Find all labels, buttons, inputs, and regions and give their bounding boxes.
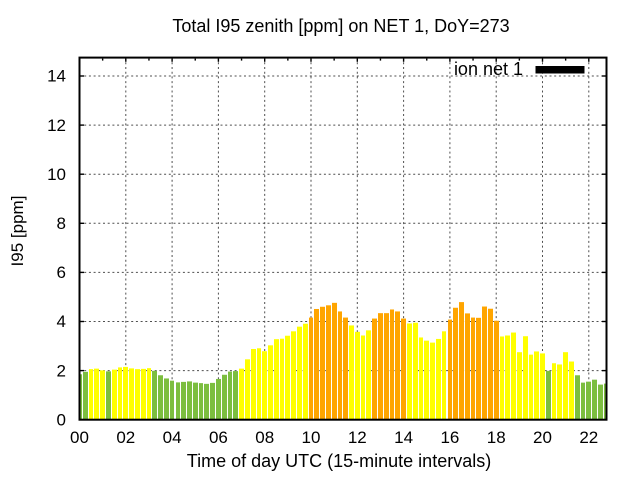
svg-text:10: 10 (47, 165, 66, 184)
svg-text:0: 0 (57, 410, 66, 429)
svg-text:14: 14 (394, 428, 413, 447)
svg-text:ion net 1: ion net 1 (454, 59, 523, 79)
svg-text:I95 [ppm]: I95 [ppm] (8, 196, 27, 267)
svg-text:22: 22 (579, 428, 598, 447)
svg-text:6: 6 (57, 263, 66, 282)
svg-text:02: 02 (116, 428, 135, 447)
svg-text:12: 12 (47, 116, 66, 135)
svg-text:2: 2 (57, 361, 66, 380)
svg-text:10: 10 (302, 428, 321, 447)
svg-text:4: 4 (57, 312, 66, 331)
svg-text:08: 08 (255, 428, 274, 447)
svg-text:Time of day UTC (15-minute int: Time of day UTC (15-minute intervals) (187, 451, 491, 471)
svg-text:Total I95 zenith [ppm] on NET: Total I95 zenith [ppm] on NET 1, DoY=273 (172, 16, 509, 36)
svg-text:20: 20 (533, 428, 552, 447)
svg-text:18: 18 (487, 428, 506, 447)
svg-text:06: 06 (209, 428, 228, 447)
svg-text:00: 00 (70, 428, 89, 447)
svg-text:12: 12 (348, 428, 367, 447)
svg-text:16: 16 (440, 428, 459, 447)
svg-text:14: 14 (47, 67, 66, 86)
svg-text:04: 04 (163, 428, 182, 447)
svg-text:8: 8 (57, 214, 66, 233)
